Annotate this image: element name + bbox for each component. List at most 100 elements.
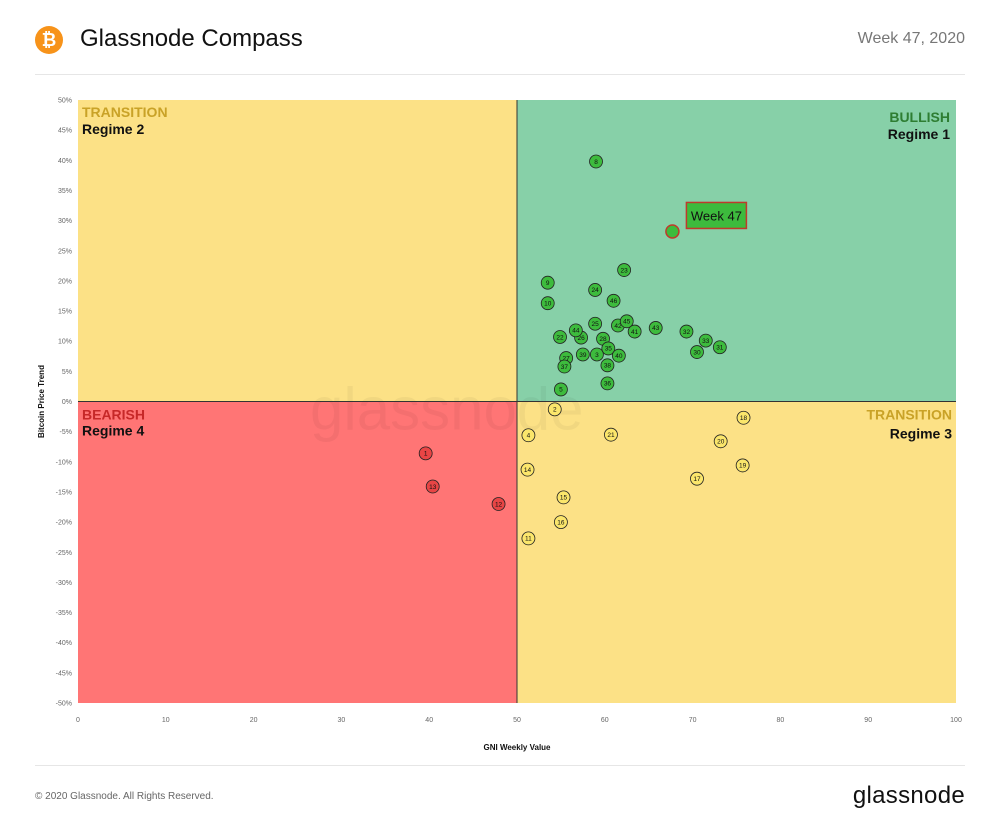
data-point-label: 27 (563, 355, 571, 362)
data-point-label: 2 (553, 407, 557, 414)
week-label: Week 47, 2020 (857, 30, 965, 47)
y-tick-label: -25% (56, 550, 72, 557)
data-point-label: 22 (556, 334, 564, 341)
x-tick-label: 0 (76, 717, 80, 724)
data-point-label: 41 (631, 329, 639, 336)
data-point (547, 402, 562, 417)
data-point (575, 347, 590, 362)
x-tick-label: 50 (513, 717, 521, 724)
data-point (491, 497, 506, 511)
y-axis-ticks: 50% 45% 40% 35% 30% 25% 20% 15% 10% 5% 0% -5% -10% -1… (56, 98, 72, 708)
y-tick-label: -50% (56, 701, 72, 708)
x-tick-label: 70 (689, 717, 697, 724)
quadrant-transition-regime-2 (78, 100, 517, 402)
data-point (713, 434, 728, 449)
data-point-label: 26 (577, 335, 585, 342)
data-point (698, 333, 713, 348)
data-point (588, 283, 603, 297)
current-week-box (685, 201, 748, 230)
data-point-label: 28 (599, 336, 607, 343)
y-tick-label: -45% (56, 670, 72, 677)
data-point-label: 32 (683, 329, 691, 336)
bitcoin-logo-icon: ₿ (35, 26, 63, 54)
data-point (600, 376, 615, 391)
quadrant-label-bullish: BULLISH (889, 109, 950, 125)
data-point-label: 10 (544, 301, 552, 308)
quadrant-sub-regime-4: Regime 4 (82, 423, 144, 439)
x-tick-label: 60 (601, 717, 609, 724)
header: ₿ Glassnode Compass Week 47, 2020 (0, 0, 1000, 75)
x-axis-title: GNI Weekly Value (484, 743, 552, 752)
current-week-point (665, 224, 680, 239)
quadrant-label-bearish: BEARISH (82, 407, 145, 423)
data-point (712, 340, 727, 355)
data-point (617, 263, 632, 277)
data-point-label: 38 (604, 363, 612, 370)
data-point (589, 154, 603, 169)
data-point-label: 4 (527, 433, 531, 440)
data-point (521, 531, 536, 546)
data-point-label: 33 (702, 338, 710, 345)
y-tick-label: 30% (58, 218, 72, 225)
x-tick-label: 100 (950, 717, 962, 724)
y-tick-label: 0% (62, 399, 72, 406)
data-point-label: 20 (717, 439, 725, 446)
data-point-label: 14 (524, 467, 532, 474)
x-tick-label: 90 (864, 717, 872, 724)
quadrant-label-transition-top: TRANSITION (82, 104, 168, 120)
data-point-label: 1 (424, 451, 428, 458)
data-point (568, 323, 583, 338)
data-point-label: 21 (607, 432, 615, 439)
y-tick-label: 10% (58, 339, 72, 346)
quadrant-sub-regime-3: Regime 3 (890, 426, 952, 442)
quadrant-sub-regime-2: Regime 2 (82, 121, 144, 137)
y-tick-label: 5% (62, 369, 72, 376)
data-point (619, 314, 634, 329)
data-point-label: 31 (716, 345, 724, 352)
y-tick-label: 40% (58, 158, 72, 165)
data-point-label: 36 (604, 381, 612, 388)
data-point-label: 11 (525, 536, 532, 543)
data-point (648, 321, 663, 335)
y-tick-label: 45% (58, 128, 72, 135)
current-week-label: Week 47 (691, 208, 742, 223)
y-tick-label: -5% (60, 429, 72, 436)
x-tick-label: 30 (338, 717, 346, 724)
data-point-label: 5 (559, 387, 563, 394)
y-tick-label: -35% (56, 610, 72, 617)
data-point-label: 42 (614, 323, 622, 330)
data-point (604, 427, 618, 442)
y-tick-label: -40% (56, 640, 72, 647)
data-point-label: 30 (693, 349, 701, 356)
x-tick-label: 20 (250, 717, 258, 724)
data-point (589, 347, 604, 362)
data-point (554, 515, 568, 530)
data-point (520, 462, 535, 477)
data-point-label: 24 (592, 287, 600, 294)
data-point (418, 446, 433, 461)
header-divider (35, 74, 965, 75)
data-point-label: 16 (557, 519, 565, 526)
data-point (588, 316, 603, 331)
y-tick-label: -10% (56, 459, 72, 466)
data-point (611, 348, 626, 363)
quadrant-label-transition-bottom: TRANSITION (866, 407, 952, 423)
data-point (735, 458, 750, 473)
quadrant-bearish-regime-4 (78, 401, 517, 703)
y-tick-label: -30% (56, 580, 72, 587)
data-point-label: 8 (594, 159, 598, 166)
data-point (600, 358, 615, 373)
watermark: glassnode (310, 376, 584, 443)
data-point-label: 19 (739, 463, 747, 470)
data-point-label: 35 (605, 346, 613, 353)
data-point (736, 410, 751, 425)
data-point (521, 428, 536, 443)
y-tick-label: 35% (58, 188, 72, 195)
data-point (553, 330, 567, 344)
data-point (540, 275, 555, 290)
data-point-label: 9 (546, 280, 550, 287)
copyright-text: © 2020 Glassnode. All Rights Reserved. (35, 791, 214, 802)
y-tick-label: 20% (58, 278, 72, 285)
data-point-label: 3 (595, 352, 599, 359)
data-point-label: 43 (652, 325, 660, 332)
